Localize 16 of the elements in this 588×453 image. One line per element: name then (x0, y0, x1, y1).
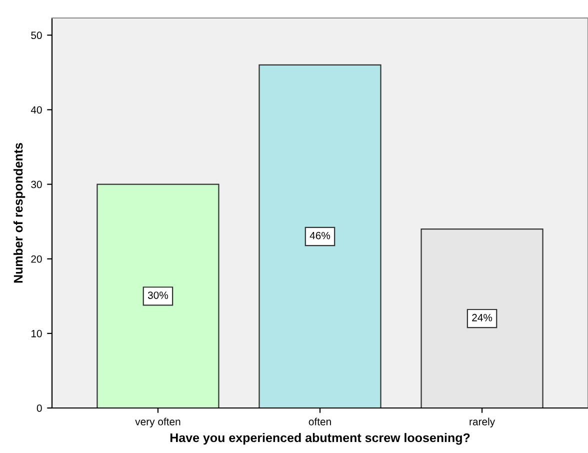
x-tick-label: very often (135, 418, 180, 428)
y-tick-label: 40 (30, 106, 42, 114)
y-axis-title: Number of respondents (13, 143, 26, 283)
x-tick-label: often (308, 418, 331, 426)
y-tick-label: 30 (31, 180, 42, 188)
y-tick-label: 10 (31, 330, 42, 338)
y-tick-label: 50 (31, 32, 42, 40)
y-tick-label: 20 (31, 255, 42, 263)
bar (258, 64, 382, 408)
x-tick-label: rarely (470, 418, 496, 428)
data-label: 30% (148, 292, 168, 299)
x-axis-title: Have you experienced abutment screw loosening? (170, 432, 470, 445)
data-label: 46% (310, 232, 330, 240)
data-label: 24% (472, 314, 492, 322)
bar (96, 184, 220, 408)
y-tick-label: 0 (36, 404, 42, 412)
